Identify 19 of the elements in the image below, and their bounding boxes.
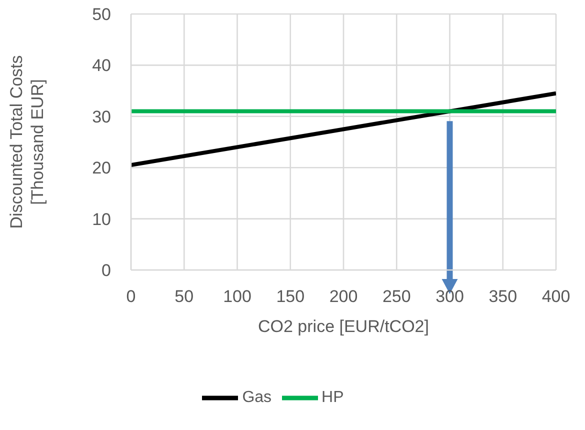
y-tick-label: 10: [92, 210, 111, 229]
legend-label: Gas: [242, 389, 272, 406]
x-tick-label: 150: [276, 287, 305, 306]
x-axis-title: CO2 price [EUR/tCO2]: [258, 317, 429, 336]
x-tick-label: 300: [436, 287, 464, 306]
y-tick-label: 20: [92, 158, 111, 178]
y-tick-label: 0: [102, 261, 111, 280]
x-tick-label: 250: [382, 287, 411, 306]
x-tick-label: 200: [329, 287, 358, 306]
x-tick-label: 0: [126, 287, 136, 306]
legend-label: HP: [322, 389, 344, 406]
x-tick-label: 50: [174, 287, 194, 306]
y-tick-label: 30: [92, 107, 111, 126]
y-axis-title: Discounted Total Costs [Thousand EUR]: [7, 55, 47, 229]
y-tick-label: 50: [92, 5, 111, 24]
x-tick-label: 100: [223, 287, 252, 306]
x-tick-label: 400: [542, 287, 570, 306]
y-tick-label: 40: [92, 56, 111, 76]
x-tick-label: 350: [488, 287, 518, 306]
